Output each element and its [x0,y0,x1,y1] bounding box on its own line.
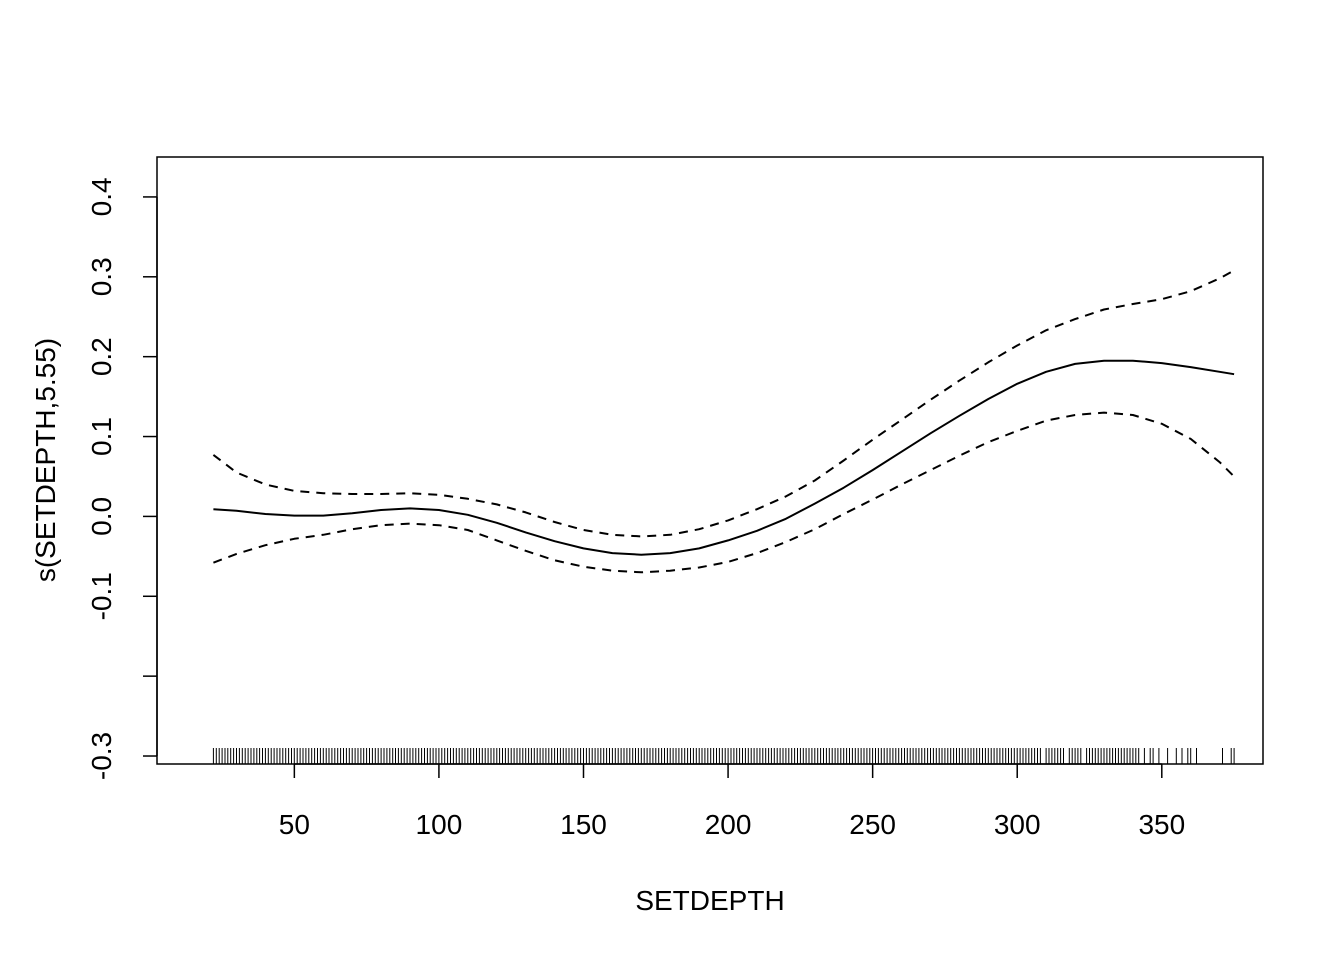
x-tick-label: 50 [279,809,310,840]
x-axis-label: SETDEPTH [635,885,784,916]
y-tick-label: 0.4 [86,177,117,216]
y-tick-label: 0.3 [86,257,117,296]
y-tick-label: -0.1 [86,572,117,620]
smooth-fit-line [213,359,1235,556]
x-tick-label: 100 [416,809,463,840]
x-tick-label: 150 [560,809,607,840]
rug-marks [212,748,1235,764]
confidence-band-line-2 [213,411,1235,574]
confidence-band-line-1 [212,269,1235,538]
y-tick-label: 0.2 [86,337,117,376]
y-tick-label: 0.0 [86,497,117,536]
y-axis-label: s(SETDEPTH,5.55) [30,338,61,582]
series-lines [212,269,1235,574]
x-tick-label: 350 [1138,809,1185,840]
x-tick-label: 300 [994,809,1041,840]
y-tick-label: 0.1 [86,417,117,456]
x-tick-label: 200 [705,809,752,840]
y-tick-label: -0.3 [86,732,117,780]
plot-frame [156,156,1264,765]
x-tick-label: 250 [849,809,896,840]
